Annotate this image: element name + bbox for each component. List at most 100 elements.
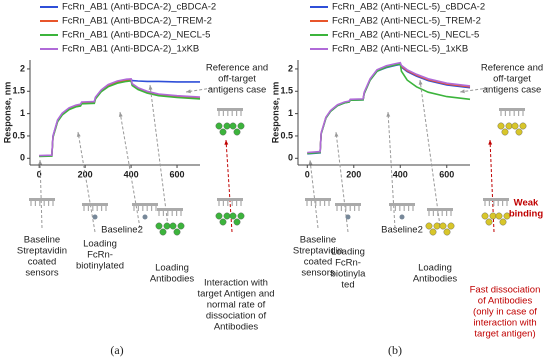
arrow-head [308, 160, 313, 165]
y-tick-label: 1 [20, 108, 25, 118]
y-tick-label: 0.5 [280, 130, 293, 140]
sensor-icon [157, 208, 183, 211]
antibody-icon [229, 212, 237, 220]
annotation: FcRn- [335, 258, 361, 269]
pointer-arrow [387, 111, 396, 229]
antibody-icon [511, 122, 519, 130]
pointer-arrow [77, 131, 96, 233]
fcrn-icon [92, 214, 98, 220]
arrow-head [224, 140, 229, 145]
legend-label: FcRn_AB2 (Anti-NECL-5)_1xKB [332, 44, 468, 55]
legend-label: FcRn_AB1 (Anti-BDCA-2)_TREM-2 [62, 16, 212, 27]
y-tick-label: 0.5 [12, 130, 25, 140]
series-line [39, 77, 201, 157]
antibody-icon [177, 222, 185, 230]
antibody-icon [173, 228, 181, 236]
antibody-icon [519, 122, 527, 130]
antibody-icon [497, 122, 505, 130]
annotation: Streptavidin [293, 246, 343, 257]
annotation: Streptavidin [17, 246, 67, 257]
pointer-arrow [335, 131, 349, 233]
annotation: (only in case of [473, 307, 537, 318]
y-tick-label: 2 [288, 63, 293, 73]
y-tick-label: 0 [288, 153, 293, 163]
antibody-icon [215, 122, 223, 130]
antibody-icon [237, 122, 245, 130]
annotation: FcRn- [87, 250, 113, 261]
annotation: Loading [155, 263, 189, 274]
annotation: Baseline2 [101, 225, 143, 236]
annotation: antigens case [208, 85, 267, 96]
annotation: normal rate of [207, 300, 266, 311]
sensor-icon [499, 108, 525, 111]
y-tick-label: 0 [20, 153, 25, 163]
annotation: antigens case [483, 85, 542, 96]
antibody-icon [489, 212, 497, 220]
annotation: binding [509, 209, 543, 220]
series-line [39, 80, 201, 158]
antibody-icon [155, 222, 163, 230]
x-tick-label: 400 [124, 169, 139, 179]
x-tick-label: 600 [439, 169, 454, 179]
series-line [39, 78, 200, 157]
sensor-icon [132, 203, 158, 206]
annotation: Interaction with [204, 278, 268, 289]
annotation: Baseline [300, 235, 336, 246]
legend-label: FcRn_AB2 (Anti-NECL-5)_NECL-5 [332, 30, 479, 41]
annotation: off-target [218, 74, 256, 85]
series-line [307, 62, 471, 154]
antibody-icon [159, 228, 167, 236]
arrow-head [386, 112, 391, 117]
annotation: biotinyla [331, 269, 367, 280]
legend-label: FcRn_AB2 (Anti-NECL-5)_TREM-2 [332, 16, 481, 27]
y-tick-label: 2 [20, 63, 25, 73]
antibody-icon [433, 222, 441, 230]
antibody-icon [499, 218, 507, 226]
fcrn-icon [399, 214, 405, 220]
annotation: Baseline [24, 235, 60, 246]
x-tick-label: 400 [393, 169, 408, 179]
sensor-icon [82, 203, 108, 206]
antibody-icon [215, 212, 223, 220]
antibody-icon [223, 212, 231, 220]
y-tick-label: 1 [288, 108, 293, 118]
arrow-head [460, 89, 465, 94]
annotation: biotinylated [76, 261, 124, 272]
annotation: of Antibodies [478, 296, 533, 307]
antibody-icon [447, 222, 455, 230]
antibody-icon [163, 222, 171, 230]
legend-label: FcRn_AB1 (Anti-BDCA-2)_cBDCA-2 [62, 2, 216, 13]
y-tick-label: 1.5 [12, 86, 25, 96]
antibody-icon [503, 212, 511, 220]
legend-label: FcRn_AB1 (Anti-BDCA-2)_NECL-5 [62, 30, 210, 41]
antibody-icon [501, 128, 509, 136]
antibody-icon [515, 128, 523, 136]
sensor-icon [217, 198, 243, 201]
sensor-icon [389, 203, 415, 206]
legend-label: FcRn_AB1 (Anti-BDCA-2)_1xKB [62, 44, 199, 55]
annotation: coated [304, 257, 333, 268]
annotation: dissociation of [206, 311, 267, 322]
sensor-icon [305, 198, 331, 201]
pointer-arrow [309, 159, 319, 229]
annotation: Loading [331, 247, 365, 258]
antibody-icon [425, 222, 433, 230]
antibody-icon [495, 212, 503, 220]
x-tick-label: 200 [346, 169, 361, 179]
fcrn-icon [345, 214, 351, 220]
annotation: sensors [301, 268, 335, 279]
annotation: Reference and [481, 63, 543, 74]
annotation: ted [341, 280, 354, 291]
antibody-icon [169, 222, 177, 230]
annotation: coated [28, 257, 57, 268]
antibody-icon [429, 228, 437, 236]
annotation: sensors [25, 268, 59, 279]
x-tick-label: 0 [305, 169, 310, 179]
legend-label: FcRn_AB2 (Anti-NECL-5)_cBDCA-2 [332, 2, 485, 13]
panel-label: (b) [388, 343, 402, 357]
series-line [307, 61, 471, 154]
pointer-arrow [149, 84, 169, 227]
antibody-icon [237, 212, 245, 220]
annotation: Weak [514, 198, 539, 209]
